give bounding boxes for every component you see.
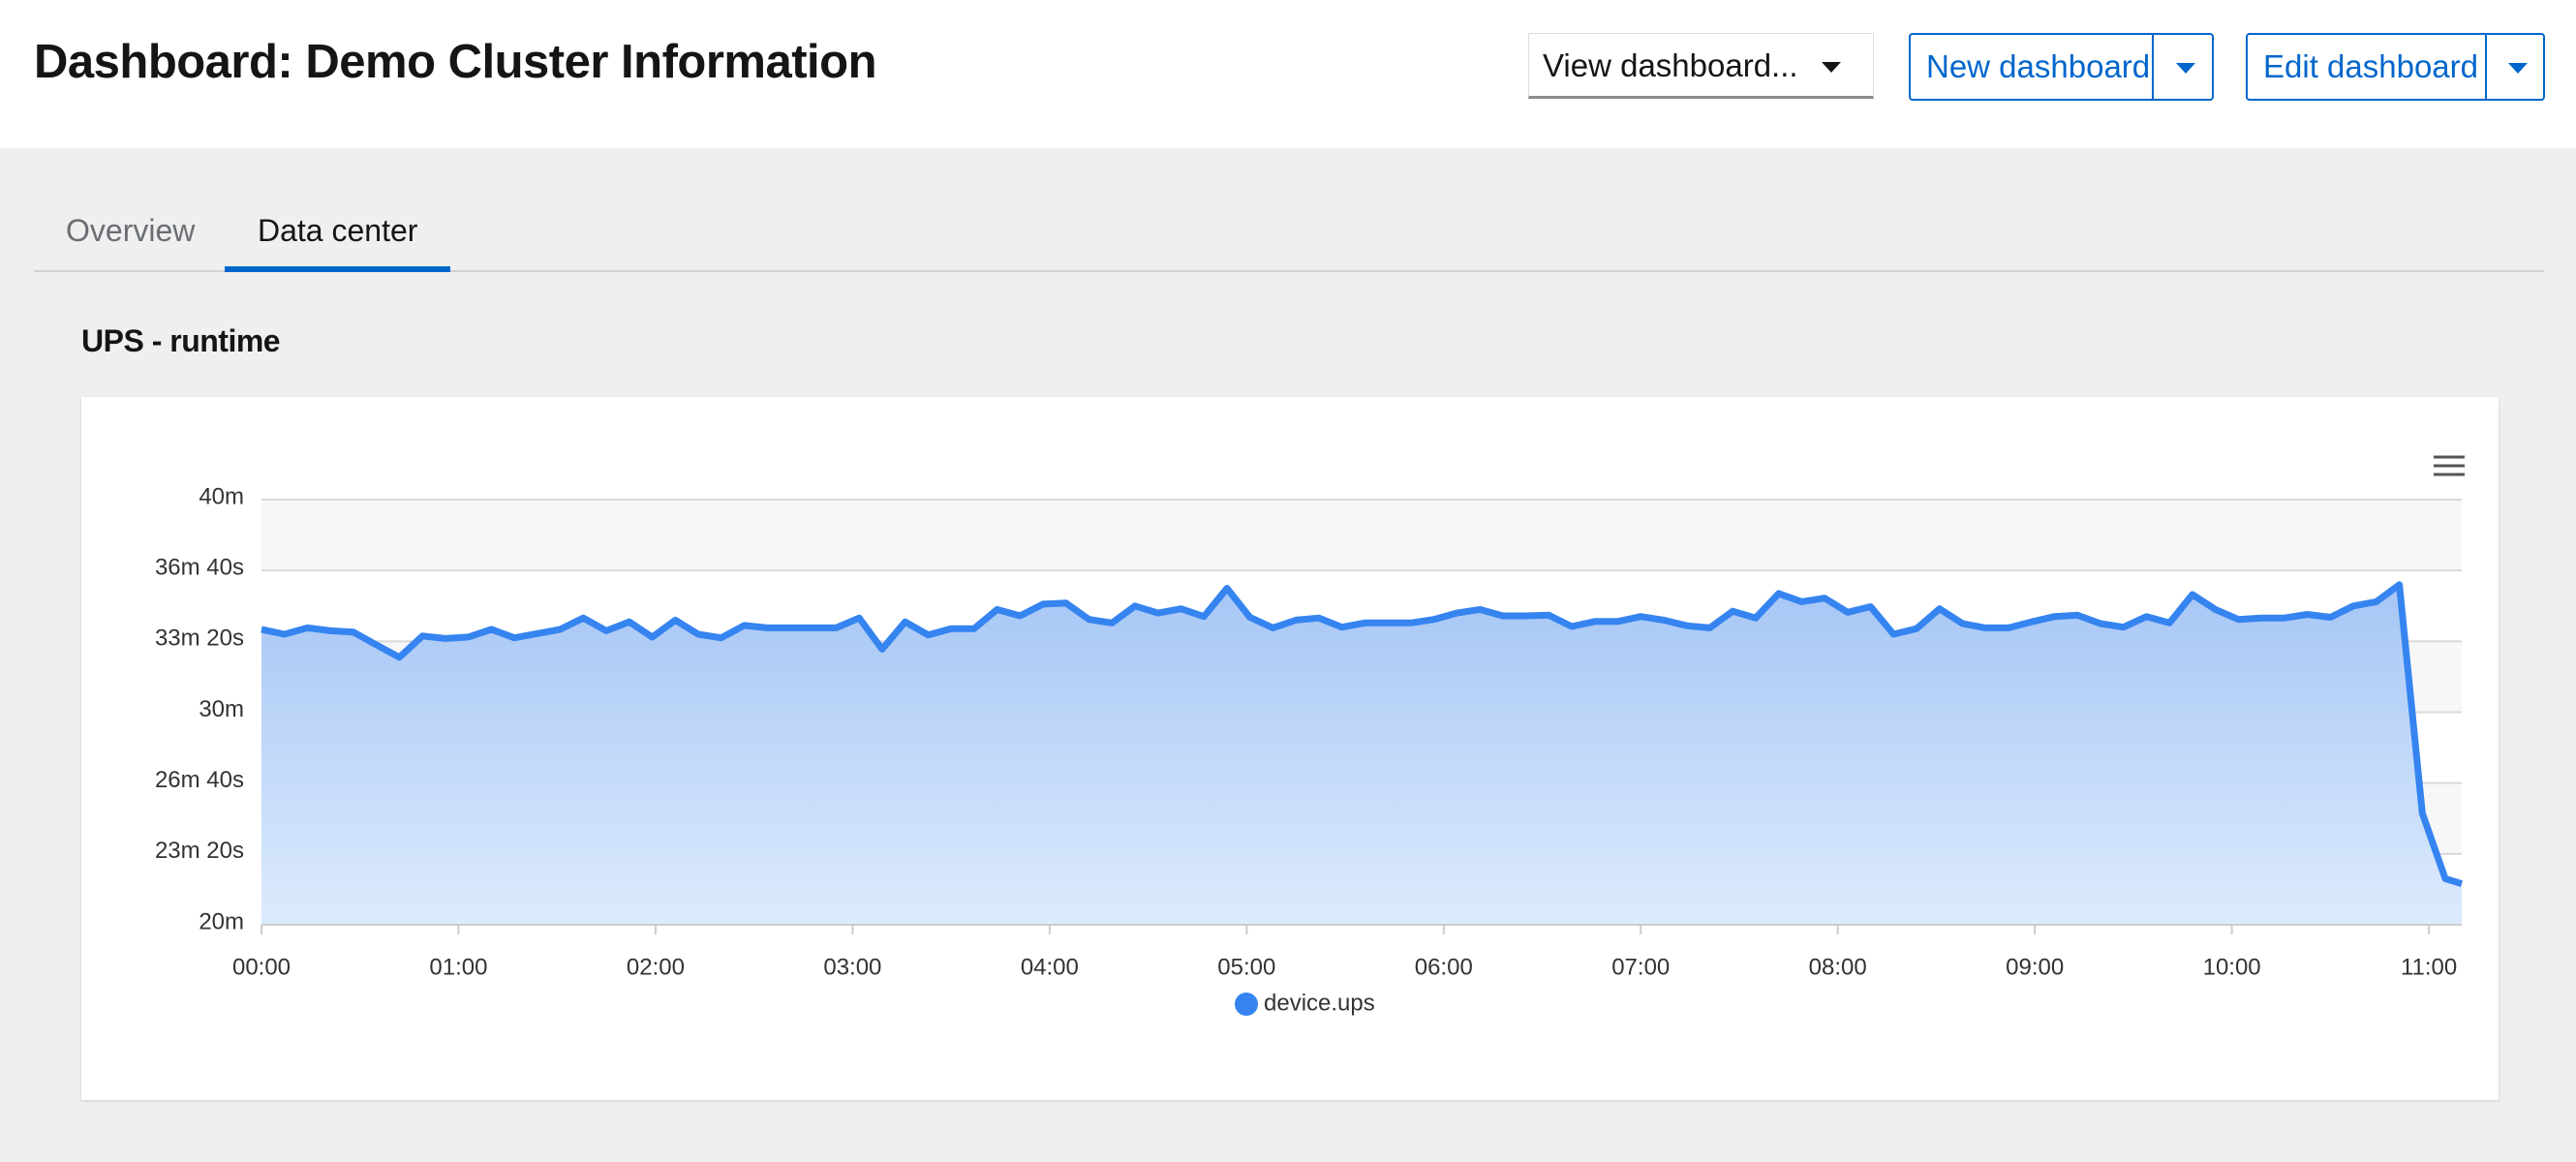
panel-title: UPS - runtime [81,323,281,358]
x-tick-label: 06:00 [1415,954,1473,980]
y-tick-label: 20m [199,908,244,934]
y-tick-label: 36m 40s [155,555,244,581]
legend-marker [1235,993,1258,1016]
x-tick-label: 00:00 [232,954,291,980]
x-tick-label: 05:00 [1217,954,1275,980]
area [261,584,2462,925]
line [261,581,2464,887]
caret[interactable] [2176,63,2195,74]
menu-icon[interactable] [2434,455,2465,476]
tab-baseline [34,270,2544,272]
divider [2152,35,2154,99]
edit-dashboard-button[interactable]: Edit dashboard [2246,33,2545,101]
header: Dashboard: Demo Cluster Information View… [0,0,2576,148]
x-tick-label: 11:00 [2401,954,2457,980]
x-tick-label: 08:00 [1809,954,1867,980]
x-tick-label: 09:00 [2006,954,2064,980]
select-label: View dashboard... [1543,47,1798,83]
page-title: Dashboard: Demo Cluster Information [34,36,877,88]
new-dashboard-button[interactable]: New dashboard [1909,33,2214,101]
x-tick-label: 07:00 [1611,954,1670,980]
button-label: Edit dashboard [2263,48,2478,84]
active-tab-indicator [225,266,450,272]
caret[interactable] [2508,63,2528,74]
divider [2485,35,2487,99]
y-tick-label: 33m 20s [155,626,244,652]
x-tick-label: 02:00 [627,954,685,980]
x-tick-label: 10:00 [2203,954,2261,980]
legend-label: device.ups [1264,990,1375,1016]
tab[interactable]: Overview [66,213,196,248]
button-label: New dashboard [1926,48,2151,84]
caret [1822,62,1841,73]
x-tick-label: 03:00 [823,954,881,980]
tab[interactable]: Data center [258,213,418,248]
x-tick-label: 04:00 [1021,954,1079,980]
x-tick-label: 01:00 [429,954,487,980]
y-tick-label: 26m 40s [155,767,244,793]
view-dashboard-select[interactable]: View dashboard... [1528,33,1874,99]
y-tick-label: 23m 20s [155,838,244,864]
y-tick-label: 40m [199,483,244,509]
plot-band [261,500,2462,571]
y-tick-label: 30m [199,696,244,722]
